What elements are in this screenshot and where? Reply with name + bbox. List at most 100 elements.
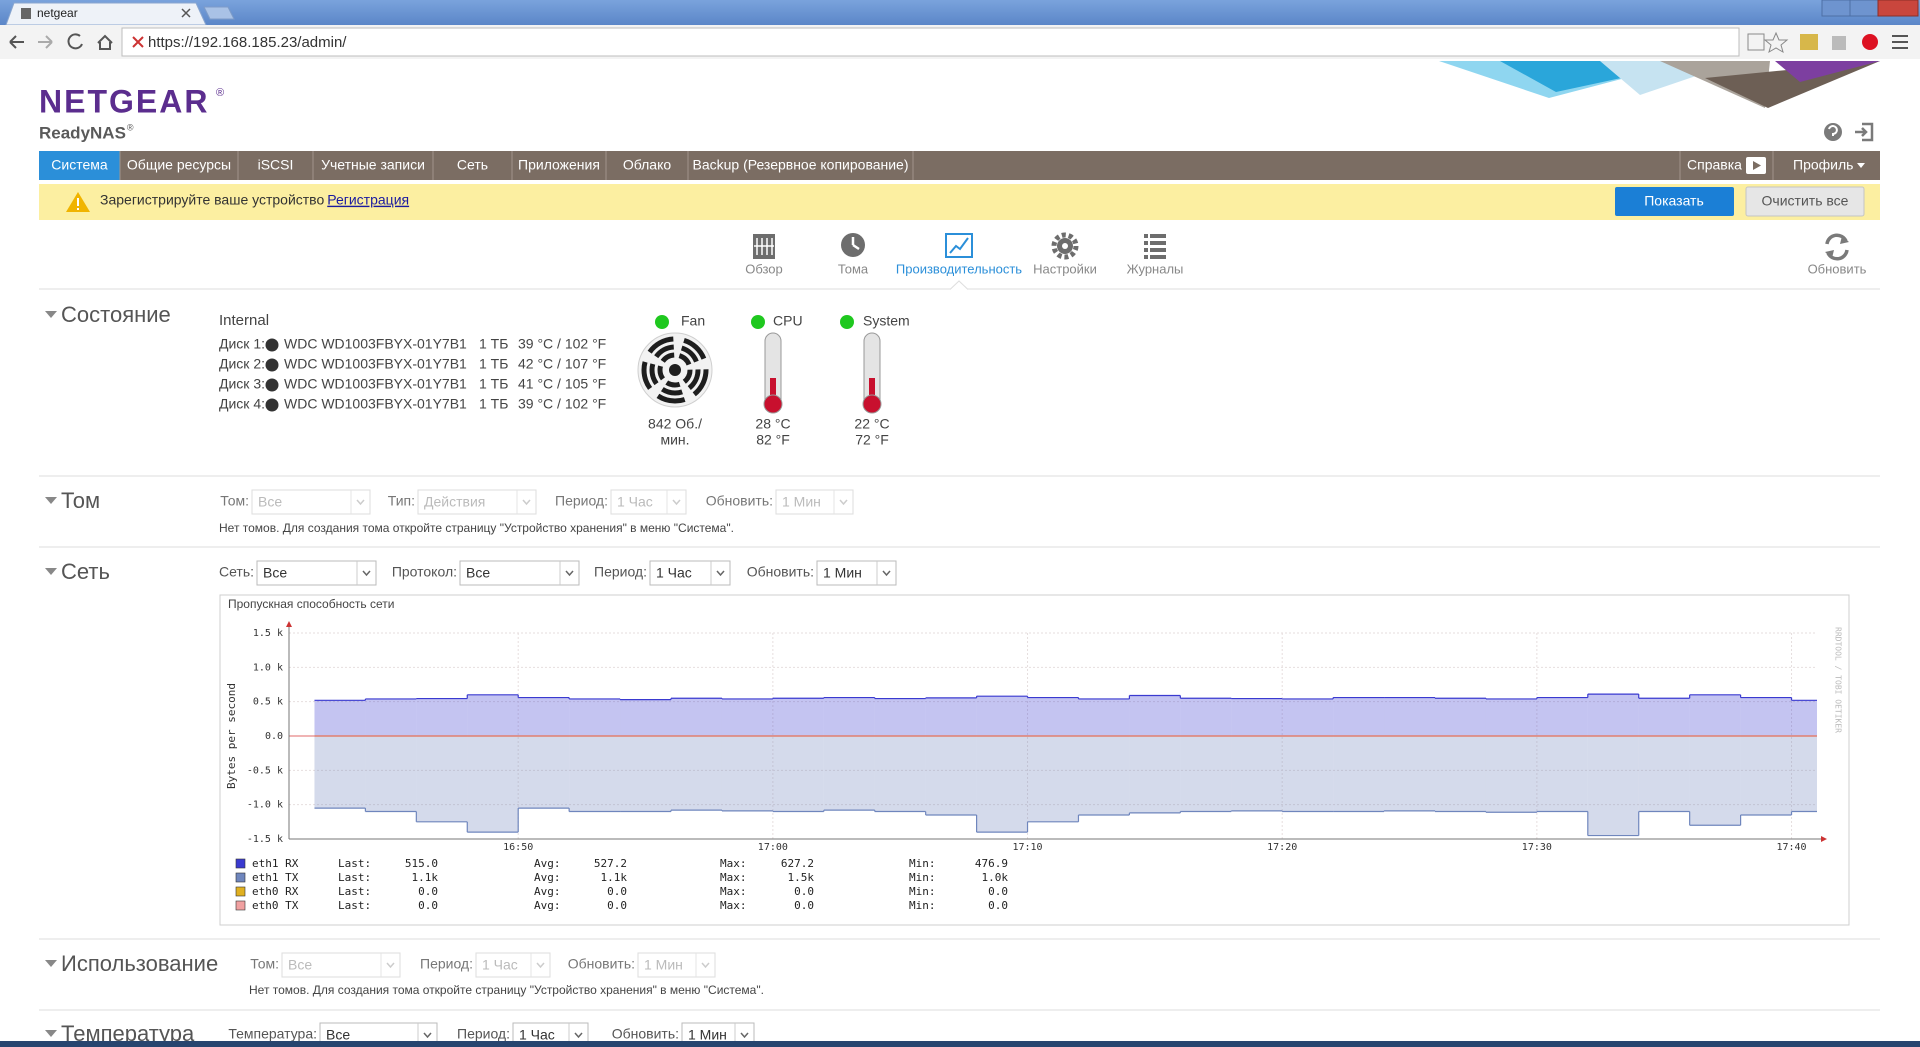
y-tick-label: 1.0 k: [253, 662, 283, 673]
legend-stat-label: Max:: [720, 871, 747, 884]
filter-label: Период:: [555, 493, 608, 509]
refresh-label[interactable]: Обновить: [1808, 261, 1867, 276]
collapse-toggle[interactable]: [45, 568, 57, 575]
traffic-area: [569, 698, 621, 736]
home-button[interactable]: [97, 34, 113, 50]
tab-label[interactable]: Настройки: [1033, 261, 1097, 276]
collapse-toggle[interactable]: [45, 960, 57, 967]
y-tick-label: -1.5 k: [247, 834, 283, 845]
thermometer-column: [869, 378, 875, 406]
legend-stat-value: 0.0: [794, 899, 814, 912]
sensor-name: System: [863, 313, 910, 329]
dropdown-chevron: [672, 499, 681, 506]
nav-item[interactable]: Приложения: [518, 157, 600, 173]
traffic-area: [1536, 736, 1588, 812]
legend-swatch: [235, 858, 246, 869]
extension-icon[interactable]: [1862, 34, 1878, 50]
filter-label: Сеть:: [219, 564, 254, 580]
brand-logo: NETGEAR: [39, 83, 209, 119]
tab-label[interactable]: Обзор: [745, 261, 783, 276]
collapse-toggle[interactable]: [45, 311, 57, 318]
section-title: Том: [61, 488, 100, 513]
nav-item[interactable]: Учетные записи: [321, 157, 425, 173]
collapse-toggle[interactable]: [45, 1030, 57, 1037]
performance-glyph: [949, 237, 969, 254]
disk-temp: 39 °C / 102 °F: [518, 336, 606, 352]
x-tick-label: 16:50: [503, 842, 533, 853]
decor: [1660, 61, 1770, 108]
browser-tab[interactable]: [5, 2, 207, 26]
legend-stat-label: Last:: [338, 857, 371, 870]
traffic-area: [416, 698, 468, 736]
collapse-toggle[interactable]: [45, 497, 57, 504]
traffic-area: [1587, 694, 1639, 736]
y-tick-label: 1.5 k: [253, 628, 283, 639]
tab-label[interactable]: Тома: [838, 261, 869, 276]
traffic-area: [1485, 736, 1537, 813]
forward-button[interactable]: [38, 35, 53, 49]
nav-item[interactable]: Общие ресурсы: [127, 157, 231, 173]
legend-name: eth0 RX: [252, 885, 299, 898]
clear-button[interactable]: [1745, 186, 1865, 217]
legend-stat-label: Avg:: [534, 885, 561, 898]
disk-temp: 41 °C / 105 °F: [518, 376, 606, 392]
tab-label[interactable]: Производительность: [896, 261, 1022, 276]
y-axis-title: Bytes per second: [225, 683, 238, 789]
header-decoration: [1439, 61, 1880, 108]
dropdown[interactable]: [256, 560, 377, 586]
dropdown[interactable]: [649, 560, 731, 586]
new-tab[interactable]: [203, 6, 235, 20]
back-button[interactable]: [9, 35, 24, 49]
dropdown-value: 1 Час: [656, 565, 692, 581]
tab-label[interactable]: Журналы: [1127, 261, 1184, 276]
help-glyph: [1828, 125, 1838, 136]
legend-stat-label: Max:: [720, 885, 747, 898]
extension-icon[interactable]: [1800, 34, 1818, 50]
traffic-area: [1282, 698, 1334, 736]
logs-bullet: [1144, 255, 1148, 259]
legend-stat-value: 0.0: [988, 899, 1008, 912]
extension-icon[interactable]: [1832, 36, 1846, 50]
taskbar: [0, 1041, 1920, 1047]
traffic-area: [467, 694, 519, 736]
bookmark-star[interactable]: [1763, 31, 1789, 54]
disk-size: 1 ТБ: [479, 396, 508, 412]
legend-stat-value: 1.5k: [788, 871, 815, 884]
dropdown-value: Действия: [424, 494, 485, 510]
nav-item[interactable]: Облако: [623, 157, 672, 173]
traffic-area: [1129, 736, 1181, 813]
minimize[interactable]: [1821, 0, 1851, 17]
disk-status: [265, 358, 279, 372]
close-window[interactable]: [1877, 0, 1919, 17]
tab-close[interactable]: [181, 8, 191, 18]
menu-button[interactable]: [1892, 35, 1908, 49]
help-menu[interactable]: Справка: [1687, 157, 1742, 173]
address-bar[interactable]: [121, 27, 1740, 57]
traffic-area: [1231, 736, 1283, 811]
logout-icon[interactable]: [1855, 122, 1874, 142]
refresh-arrows: [1825, 236, 1849, 258]
sensor-value: 72 °F: [855, 432, 889, 448]
maximize[interactable]: [1849, 0, 1879, 17]
thermometer-bulb: [763, 394, 783, 414]
show-button[interactable]: [1615, 187, 1734, 216]
traffic-area: [1689, 736, 1741, 826]
traffic-area: [569, 736, 621, 812]
register-link[interactable]: Регистрация: [327, 192, 409, 208]
nav-item[interactable]: Backup (Резервное копирование): [692, 157, 908, 173]
nav-item[interactable]: Система: [51, 157, 108, 173]
nav-item[interactable]: Сеть: [457, 157, 488, 173]
sensor-status: [840, 315, 854, 329]
profile-menu[interactable]: Профиль: [1793, 157, 1853, 173]
x-tick-label: 17:00: [758, 842, 788, 853]
disk-temp: 39 °C / 102 °F: [518, 396, 606, 412]
reload-button[interactable]: [67, 33, 83, 50]
toolbar-icon[interactable]: [1747, 33, 1765, 51]
dropdown: [637, 952, 716, 978]
dropdown[interactable]: [459, 560, 580, 586]
tab-title: netgear: [37, 6, 78, 20]
nav-item[interactable]: iSCSI: [258, 157, 294, 173]
disk-model: WDC WD1003FBYX-01Y7B1: [284, 376, 467, 392]
dropdown[interactable]: [816, 560, 897, 586]
